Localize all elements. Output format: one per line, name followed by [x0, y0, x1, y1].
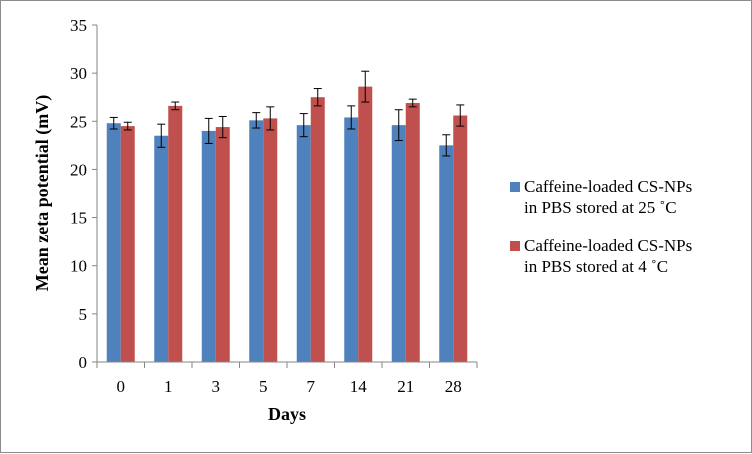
bar-s2-14: [358, 86, 373, 362]
bar-s2-21: [405, 102, 420, 363]
y-tick-label-15: 15: [70, 209, 87, 228]
bar-s2-5: [263, 118, 278, 362]
bar-s2-3: [215, 127, 230, 362]
legend-label-s2-line2: in PBS stored at 4 ˚C: [524, 257, 668, 276]
y-tick-label-5: 5: [79, 305, 88, 324]
bar-s1-7: [296, 125, 311, 362]
x-tick-label-1: 1: [164, 377, 173, 396]
bar-s1-21: [391, 125, 406, 362]
legend-label-s2-line1: Caffeine-loaded CS-NPs: [524, 236, 692, 255]
bar-s1-5: [249, 120, 264, 362]
y-tick-label-20: 20: [70, 160, 87, 179]
bars-group: [106, 86, 468, 363]
y-tick-label-0: 0: [79, 353, 88, 372]
legend-label-s1-line1: Caffeine-loaded CS-NPs: [524, 177, 692, 196]
legend-label-s1-line2: in PBS stored at 25 ˚C: [524, 198, 677, 217]
bar-s1-1: [154, 135, 169, 362]
y-tick-label-10: 10: [70, 257, 87, 276]
x-tick-label-3: 3: [212, 377, 221, 396]
legend-swatch-s1: [510, 182, 520, 192]
y-tick-label-30: 30: [70, 64, 87, 83]
error-bars-group: [109, 70, 465, 157]
y-axis-label: Mean zeta potential (mV): [32, 95, 53, 291]
bar-s2-28: [453, 115, 468, 362]
x-tick-label-28: 28: [445, 377, 462, 396]
bar-s1-3: [201, 130, 216, 362]
x-tick-label-0: 0: [117, 377, 126, 396]
y-tick-label-25: 25: [70, 112, 87, 131]
bar-s2-7: [310, 97, 325, 362]
x-axis-label: Days: [268, 404, 306, 424]
bar-s1-28: [439, 145, 454, 362]
y-tick-label-35: 35: [70, 16, 87, 35]
legend-swatch-s2: [510, 241, 520, 251]
x-tick-label-7: 7: [307, 377, 316, 396]
legend: Caffeine-loaded CS-NPs in PBS stored at 2…: [510, 177, 692, 276]
bar-s2-0: [120, 126, 135, 362]
x-tick-label-5: 5: [259, 377, 268, 396]
x-tick-label-14: 14: [350, 377, 368, 396]
bar-s1-14: [344, 117, 359, 362]
x-tick-label-21: 21: [397, 377, 414, 396]
bar-s2-1: [168, 105, 183, 362]
bar-s1-0: [106, 123, 121, 362]
